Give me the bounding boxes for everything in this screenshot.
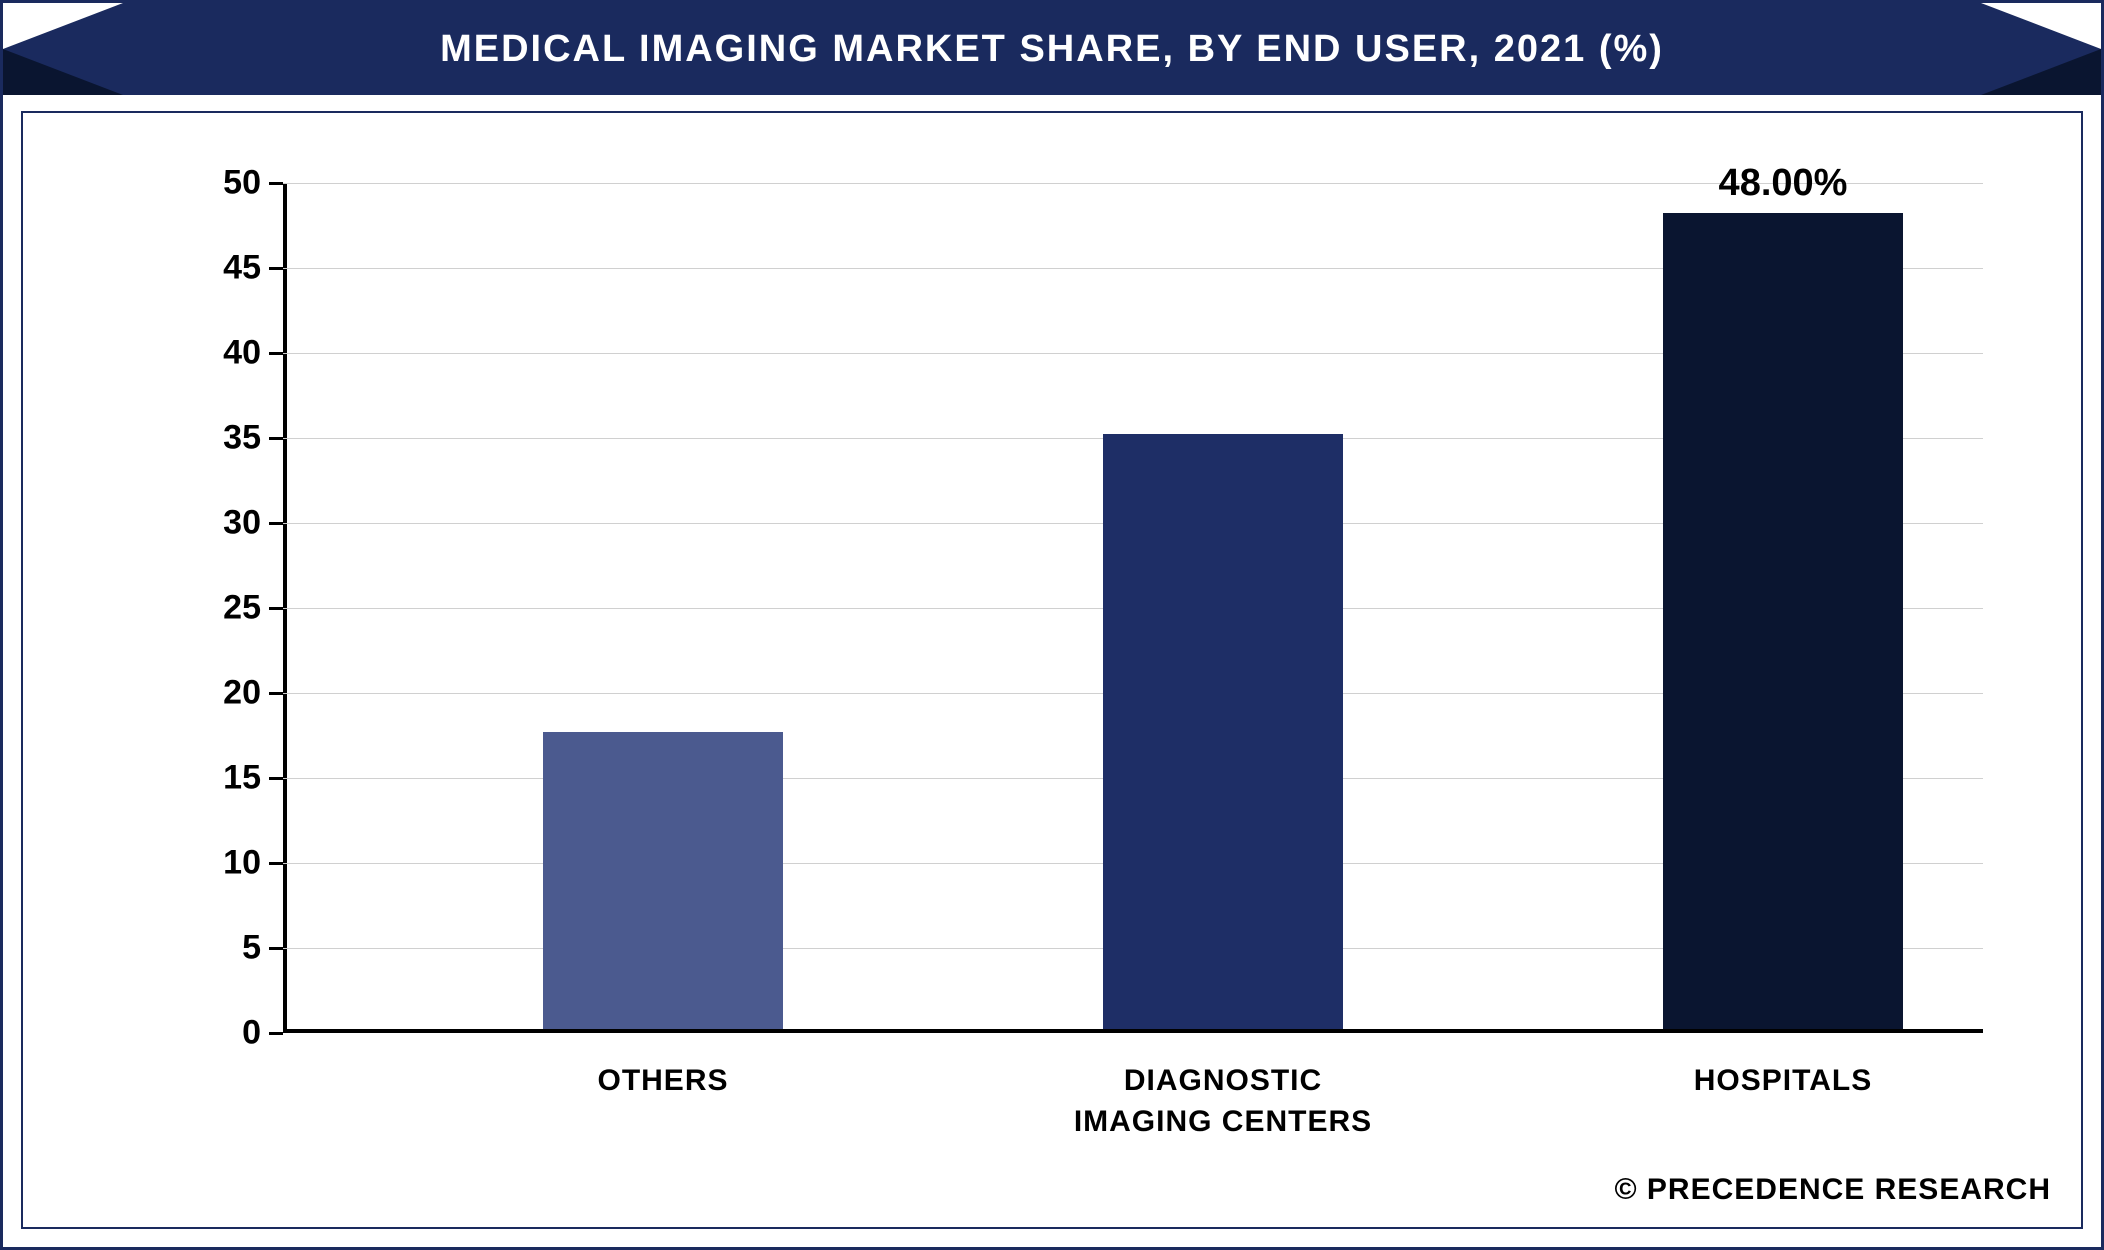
corner-decoration-right xyxy=(1981,3,2101,49)
y-tick-label: 40 xyxy=(181,334,261,373)
y-tick xyxy=(269,522,283,525)
y-tick-label: 0 xyxy=(181,1014,261,1053)
y-tick-label: 10 xyxy=(181,844,261,883)
y-tick xyxy=(269,777,283,780)
y-tick xyxy=(269,1032,283,1035)
y-tick xyxy=(269,947,283,950)
y-tick xyxy=(269,437,283,440)
y-tick-label: 25 xyxy=(181,589,261,628)
credit-text: © PRECEDENCE RESEARCH xyxy=(1614,1173,2051,1207)
y-tick-label: 35 xyxy=(181,419,261,458)
y-tick-label: 50 xyxy=(181,164,261,203)
header-banner: MEDICAL IMAGING MARKET SHARE, BY END USE… xyxy=(3,3,2101,95)
y-tick-label: 20 xyxy=(181,674,261,713)
y-tick xyxy=(269,352,283,355)
chart-title: MEDICAL IMAGING MARKET SHARE, BY END USE… xyxy=(440,28,1664,71)
y-tick xyxy=(269,267,283,270)
y-tick xyxy=(269,607,283,610)
bar-value-label: 48.00% xyxy=(1719,162,1848,205)
bar xyxy=(543,732,783,1030)
chart-frame: MEDICAL IMAGING MARKET SHARE, BY END USE… xyxy=(0,0,2104,1250)
y-tick-label: 15 xyxy=(181,759,261,798)
y-tick-label: 45 xyxy=(181,249,261,288)
bar xyxy=(1103,434,1343,1029)
plot-area: 05101520253035404550OTHERSDIAGNOSTICIMAG… xyxy=(283,183,1983,1033)
bar: 48.00% xyxy=(1663,213,1903,1029)
x-category-label: HOSPITALS xyxy=(1593,1061,1973,1102)
chart-container: 0 5 10 15 20 25 30 35 40 45 50 OTHERS DIAGNOSTICIMAG… xyxy=(21,111,2083,1229)
y-tick-label: 30 xyxy=(181,504,261,543)
y-tick xyxy=(269,182,283,185)
y-tick-label: 5 xyxy=(181,929,261,968)
corner-decoration-left xyxy=(3,3,123,49)
y-tick xyxy=(269,862,283,865)
x-category-label: DIAGNOSTICIMAGING CENTERS xyxy=(1033,1061,1413,1142)
x-axis xyxy=(283,1029,1983,1033)
x-category-label: OTHERS xyxy=(473,1061,853,1102)
y-tick xyxy=(269,692,283,695)
